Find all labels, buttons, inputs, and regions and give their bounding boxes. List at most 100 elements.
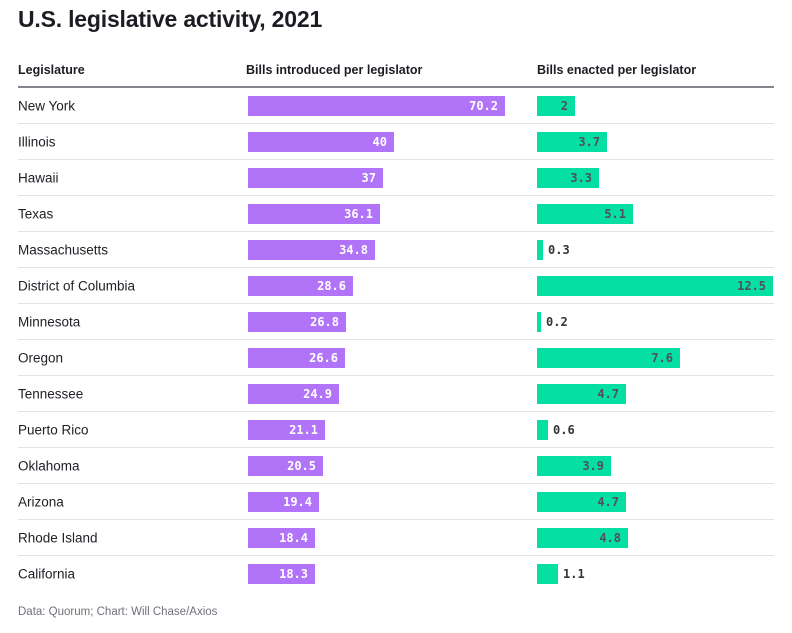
- bills-introduced-bar: 26.6: [248, 348, 345, 368]
- bar-value-label: 3.9: [582, 459, 604, 473]
- bar-fill: [537, 312, 541, 332]
- bar-value-label: 5.1: [604, 207, 626, 221]
- bar-value-label: 37: [361, 171, 376, 185]
- bar-value-label: 0.2: [546, 315, 568, 329]
- bills-introduced-bar: 24.9: [248, 384, 339, 404]
- bar-value-label: 4.7: [597, 387, 619, 401]
- table-row: New York 70.2 2: [18, 88, 774, 124]
- table-row: Minnesota 26.8 0.2: [18, 304, 774, 340]
- bar-value-label: 3.3: [570, 171, 592, 185]
- table-row: Arizona 19.4 4.7: [18, 484, 774, 520]
- bar-fill: 24.9: [248, 384, 339, 404]
- bar-fill: 28.6: [248, 276, 353, 296]
- bar-fill: 3.9: [537, 456, 611, 476]
- legislature-label: District of Columbia: [18, 278, 136, 293]
- bar-value-label: 28.6: [317, 279, 346, 293]
- bar-fill: [537, 240, 543, 260]
- table-row: Illinois 40 3.7: [18, 124, 774, 160]
- bar-value-label: 1.1: [563, 567, 585, 581]
- bills-enacted-bar: 2: [537, 96, 575, 116]
- bar-fill: 7.6: [537, 348, 680, 368]
- bar-fill: 3.7: [537, 132, 607, 152]
- bar-fill: 20.5: [248, 456, 323, 476]
- bar-fill: 5.1: [537, 204, 633, 224]
- legislature-label: New York: [18, 98, 76, 113]
- legislature-label: California: [18, 566, 76, 582]
- legislature-label: Illinois: [18, 134, 56, 149]
- bills-enacted-bar: 5.1: [537, 204, 633, 224]
- legislature-label: Rhode Island: [18, 530, 98, 545]
- bar-value-label: 12.5: [737, 279, 766, 293]
- source-credit: Data: Quorum; Chart: Will Chase/Axios: [18, 606, 218, 618]
- bar-fill: [537, 564, 558, 584]
- bills-introduced-bar: 28.6: [248, 276, 353, 296]
- bar-fill: 4.8: [537, 528, 628, 548]
- bar-fill: 36.1: [248, 204, 380, 224]
- table-row: Texas 36.1 5.1: [18, 196, 774, 232]
- bar-value-label: 26.8: [310, 315, 339, 329]
- bills-enacted-bar: 7.6: [537, 348, 680, 368]
- bar-value-label: 26.6: [309, 351, 338, 365]
- legislature-label: Arizona: [18, 494, 64, 509]
- bills-enacted-bar: 3.3: [537, 168, 599, 188]
- table-row: Oklahoma 20.5 3.9: [18, 448, 774, 484]
- bar-fill: 12.5: [537, 276, 773, 296]
- bills-introduced-bar: 26.8: [248, 312, 346, 332]
- bar-value-label: 20.5: [287, 459, 316, 473]
- bar-value-label: 18.4: [279, 531, 308, 545]
- bar-fill: 19.4: [248, 492, 319, 512]
- bar-value-label: 7.6: [651, 351, 673, 365]
- bar-value-label: 18.3: [279, 567, 308, 581]
- legislature-label: Minnesota: [18, 314, 81, 329]
- bills-enacted-bar: 4.8: [537, 528, 628, 548]
- bar-fill: 26.8: [248, 312, 346, 332]
- bar-value-label: 4.8: [599, 531, 621, 545]
- bills-introduced-bar: 20.5: [248, 456, 323, 476]
- table-row: California 18.3 1.1: [18, 556, 774, 592]
- bar-fill: 21.1: [248, 420, 325, 440]
- bills-enacted-bar: 1.1: [537, 564, 585, 584]
- bills-introduced-bar: 18.4: [248, 528, 315, 548]
- bills-enacted-bar: 4.7: [537, 492, 626, 512]
- bills-enacted-bar: 0.6: [537, 420, 575, 440]
- table-row: Tennessee 24.9 4.7: [18, 376, 774, 412]
- bills-enacted-bar: 3.7: [537, 132, 607, 152]
- bar-value-label: 19.4: [283, 495, 312, 509]
- bills-introduced-bar: 36.1: [248, 204, 380, 224]
- bar-value-label: 36.1: [344, 207, 373, 221]
- bar-fill: 4.7: [537, 492, 626, 512]
- bar-value-label: 0.6: [553, 423, 575, 437]
- legislature-label: Hawaii: [18, 170, 59, 185]
- bar-value-label: 3.7: [578, 135, 600, 149]
- chart-title: U.S. legislative activity, 2021: [18, 6, 323, 32]
- bar-fill: 34.8: [248, 240, 375, 260]
- chart-rows: New York 70.2 2 Illinois 40 3.7 Hawaii 37 3.3 Tex…: [18, 88, 774, 592]
- bar-fill: 18.3: [248, 564, 315, 584]
- bar-value-label: 40: [372, 135, 387, 149]
- bills-introduced-bar: 19.4: [248, 492, 319, 512]
- table-row: Puerto Rico 21.1 0.6: [18, 412, 774, 448]
- bar-fill: 26.6: [248, 348, 345, 368]
- bills-enacted-bar: 3.9: [537, 456, 611, 476]
- bills-enacted-bar: 0.3: [537, 240, 570, 260]
- bar-fill: 18.4: [248, 528, 315, 548]
- bills-introduced-bar: 21.1: [248, 420, 325, 440]
- bar-value-label: 21.1: [289, 423, 318, 437]
- bar-fill: [537, 420, 548, 440]
- column-header-bills-introduced: Bills introduced per legislator: [246, 63, 423, 77]
- column-header-legislature: Legislature: [18, 63, 85, 77]
- legislature-label: Texas: [18, 206, 54, 221]
- bar-fill: 2: [537, 96, 575, 116]
- legislature-label: Massachusetts: [18, 242, 109, 257]
- bar-fill: 40: [248, 132, 394, 152]
- legislature-label: Tennessee: [18, 386, 84, 401]
- legislature-label: Oregon: [18, 350, 64, 365]
- bar-value-label: 2: [560, 99, 568, 113]
- bar-fill: 37: [248, 168, 383, 188]
- bar-fill: 4.7: [537, 384, 626, 404]
- table-row: District of Columbia 28.6 12.5: [18, 268, 774, 304]
- bar-value-label: 24.9: [303, 387, 332, 401]
- bar-fill: 3.3: [537, 168, 599, 188]
- table-row: Oregon 26.6 7.6: [18, 340, 774, 376]
- bills-introduced-bar: 70.2: [248, 96, 505, 116]
